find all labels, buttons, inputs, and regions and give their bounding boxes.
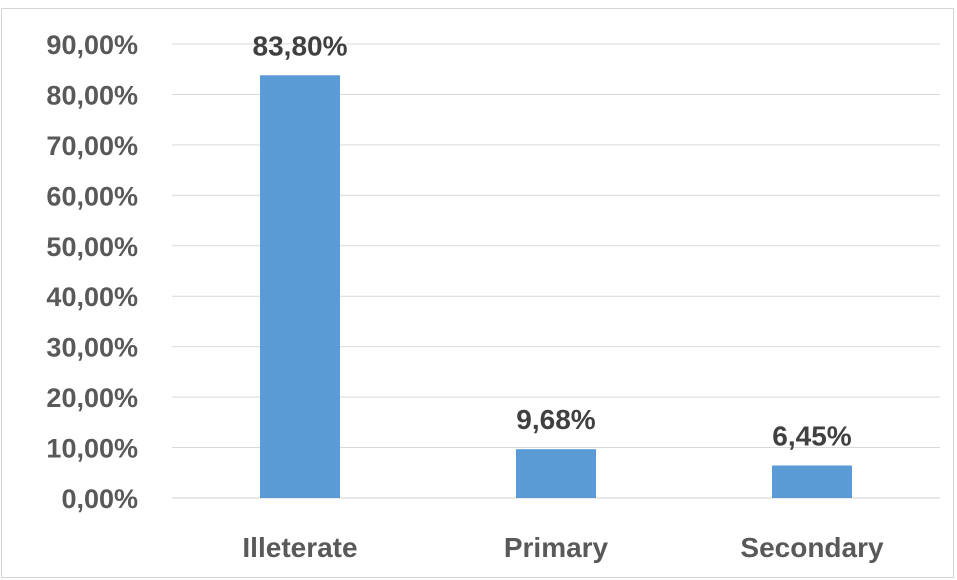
data-labels: 83,80% 9,68% 6,45% [253, 30, 852, 451]
data-label: 6,45% [772, 420, 851, 451]
bar-primary [516, 449, 596, 498]
y-tick-label: 80,00% [46, 80, 138, 110]
bar-illeterate [260, 75, 340, 498]
category-label: Secondary [740, 532, 884, 563]
data-label: 9,68% [516, 404, 595, 435]
y-tick-label: 90,00% [46, 30, 138, 60]
y-tick-label: 10,00% [46, 434, 138, 464]
bar-secondary [772, 465, 852, 498]
y-tick-label: 0,00% [61, 484, 138, 514]
y-tick-label: 70,00% [46, 131, 138, 161]
y-tick-label: 60,00% [46, 181, 138, 211]
data-label: 83,80% [253, 30, 348, 61]
y-tick-label: 30,00% [46, 333, 138, 363]
x-axis-category-labels: Illeterate Primary Secondary [242, 532, 884, 563]
y-axis-tick-labels: 0,00% 10,00% 20,00% 30,00% 40,00% 50,00% 60,00… [46, 30, 138, 514]
bars [260, 75, 852, 498]
y-tick-label: 20,00% [46, 383, 138, 413]
category-label: Illeterate [242, 532, 357, 563]
y-tick-label: 40,00% [46, 282, 138, 312]
y-tick-label: 50,00% [46, 232, 138, 262]
category-label: Primary [504, 532, 609, 563]
